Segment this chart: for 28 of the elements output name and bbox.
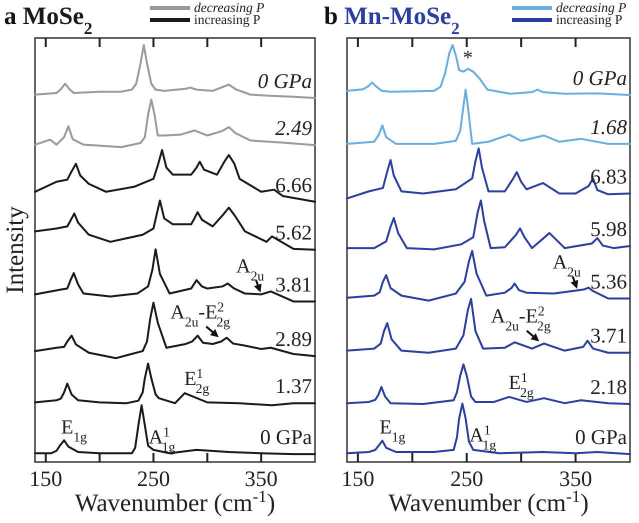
series-label: 3.71 <box>590 324 627 348</box>
series-label: 0 GPa <box>260 425 313 450</box>
series-label: 2.18 <box>590 375 627 400</box>
chart-title: b Mn-MoSe$_{2}$ <box>324 3 460 38</box>
series-label: 6.66 <box>275 172 312 197</box>
series-label: 1.68 <box>590 114 628 139</box>
series-label: 2.89 <box>275 327 312 352</box>
y-axis-title: Intensity <box>2 206 29 294</box>
legend-label: 3.81 <box>275 272 312 296</box>
x-tick-label: 150 <box>29 466 62 491</box>
x-tick-label: 150 <box>341 466 374 491</box>
series-label: 5.98 <box>590 216 627 241</box>
series-label: 2.49 <box>275 116 312 140</box>
series-label: 5.36 <box>590 270 627 294</box>
series-label: 0 GPa <box>575 425 628 450</box>
annotation: E$_{1g}$ <box>61 416 88 444</box>
annotation: E$_{1g}$ <box>379 416 406 444</box>
text: decreasing P <box>556 0 626 15</box>
series-label: 6.83 <box>590 164 627 188</box>
series-label: 0 GPa <box>258 68 312 93</box>
series-label: 0 GPa <box>572 66 627 90</box>
chart-title: a MoSe$_{2}$ <box>4 3 92 38</box>
annotation: A$_{2u}$ <box>236 255 264 283</box>
annotation: * <box>462 46 473 69</box>
text: decreasing P <box>194 0 264 15</box>
annotation: A$_{2u}$ <box>552 252 581 280</box>
series-label: 1.37 <box>275 374 312 398</box>
series-label: 5.62 <box>275 220 312 245</box>
